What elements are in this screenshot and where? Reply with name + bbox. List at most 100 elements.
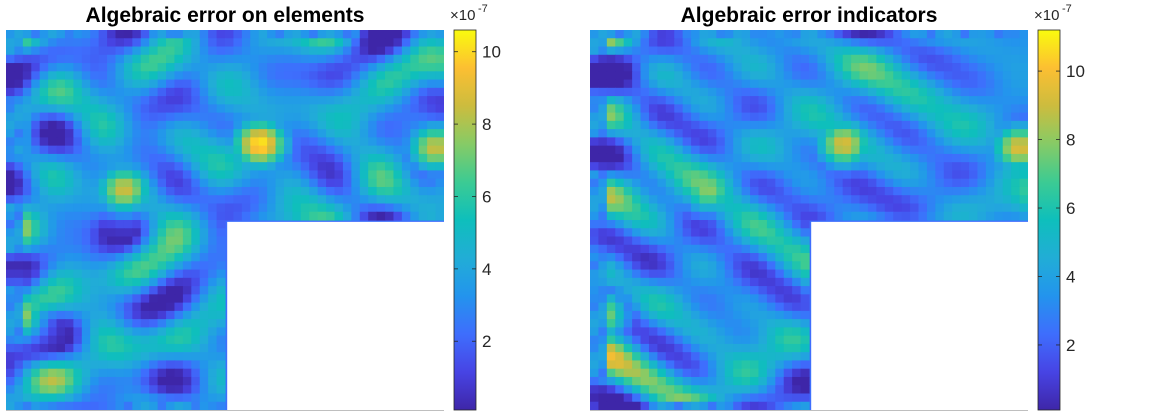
heatmap-cell (758, 401, 768, 410)
heatmap-cell (56, 38, 66, 48)
heatmap-cell (81, 335, 91, 345)
heatmap-cell (901, 186, 911, 196)
heatmap-cell (182, 368, 192, 378)
heatmap-cell (6, 129, 16, 138)
heatmap-cell (792, 79, 802, 89)
heatmap-cell (115, 343, 125, 353)
heatmap-cell (157, 236, 167, 246)
heatmap-cell (275, 112, 285, 122)
heatmap-cell (691, 335, 701, 345)
heatmap-cell (107, 71, 117, 81)
heatmap-cell (216, 220, 226, 229)
heatmap-cell (107, 129, 117, 138)
heatmap-cell (283, 129, 293, 138)
heatmap-cell (606, 30, 616, 39)
heatmap-cell (632, 393, 642, 403)
heatmap-cell (22, 368, 32, 378)
heatmap-cell (22, 220, 32, 229)
heatmap-cell (174, 327, 184, 337)
heatmap-cell (657, 38, 667, 48)
heatmap-cell (691, 319, 701, 328)
heatmap-cell (14, 129, 24, 138)
heatmap-cell (123, 277, 133, 287)
heatmap-cell (851, 153, 861, 163)
heatmap-cell (140, 96, 150, 105)
heatmap-cell (107, 376, 117, 386)
heatmap-cell (368, 87, 378, 97)
heatmap-cell (910, 178, 920, 188)
heatmap-cell (893, 46, 903, 56)
heatmap-cell (418, 162, 428, 172)
heatmap-cell (1011, 145, 1021, 155)
heatmap-cell (800, 286, 810, 295)
heatmap-cell (994, 38, 1004, 48)
heatmap-cell (326, 71, 336, 81)
heatmap-cell (199, 63, 209, 72)
heatmap-cell (199, 335, 209, 345)
heatmap-cell (123, 385, 133, 395)
heatmap-cell (1011, 178, 1021, 188)
heatmap-cell (851, 30, 861, 39)
heatmap-cell (851, 178, 861, 188)
heatmap-cell (699, 368, 709, 378)
heatmap-cell (435, 46, 444, 56)
heatmap-cell (648, 211, 658, 221)
heatmap-cell (969, 170, 979, 180)
heatmap-cell (317, 153, 327, 163)
heatmap-cell (733, 170, 743, 180)
heatmap-cell (73, 335, 83, 345)
heatmap-cell (166, 302, 176, 312)
heatmap-cell (943, 145, 953, 155)
heatmap-cell (716, 244, 726, 254)
heatmap-cell (632, 162, 642, 172)
heatmap-cell (317, 145, 327, 155)
heatmap-cell (699, 360, 709, 370)
heatmap-cell (1011, 153, 1021, 163)
heatmap-cell (64, 170, 74, 180)
heatmap-cell (615, 220, 625, 229)
heatmap-cell (427, 186, 437, 196)
heatmap-cell (766, 401, 776, 410)
heatmap-cell (115, 203, 125, 213)
heatmap-cell (918, 195, 928, 205)
heatmap-cell (901, 30, 911, 39)
heatmap-cell (132, 186, 142, 196)
heatmap-cell (393, 38, 403, 48)
heatmap-cell (758, 178, 768, 188)
heatmap-cell (140, 195, 150, 205)
heatmap-cell (598, 186, 608, 196)
heatmap-cell (632, 286, 642, 295)
heatmap-cell (834, 71, 844, 81)
heatmap-cell (166, 253, 176, 262)
heatmap-cell (691, 203, 701, 213)
heatmap-cell (418, 203, 428, 213)
heatmap-cell (648, 294, 658, 304)
heatmap-cell (707, 162, 717, 172)
heatmap-cell (775, 137, 785, 147)
heatmap-cell (716, 327, 726, 337)
heatmap-cell (283, 195, 293, 205)
heatmap-cell (22, 63, 32, 72)
heatmap-cell (834, 112, 844, 122)
heatmap-cell (615, 327, 625, 337)
heatmap-cell (590, 244, 600, 254)
heatmap-cell (317, 129, 327, 138)
heatmap-cell (275, 87, 285, 97)
heatmap-cell (758, 170, 768, 180)
heatmap-cell (733, 186, 743, 196)
heatmap-cell (149, 376, 159, 386)
heatmap-cell (14, 178, 24, 188)
heatmap-cell (606, 71, 616, 81)
heatmap-cell (216, 79, 226, 89)
heatmap-cell (691, 294, 701, 304)
heatmap-cell (64, 162, 74, 172)
heatmap-cell (14, 79, 24, 89)
heatmap-cell (707, 54, 717, 64)
heatmap-cell (606, 54, 616, 64)
heatmap-cell (741, 236, 751, 246)
heatmap-cell (665, 236, 675, 246)
heatmap-cell (351, 153, 361, 163)
heatmap-cell (48, 79, 58, 89)
heatmap-cell (682, 220, 692, 229)
heatmap-cell (623, 54, 633, 64)
